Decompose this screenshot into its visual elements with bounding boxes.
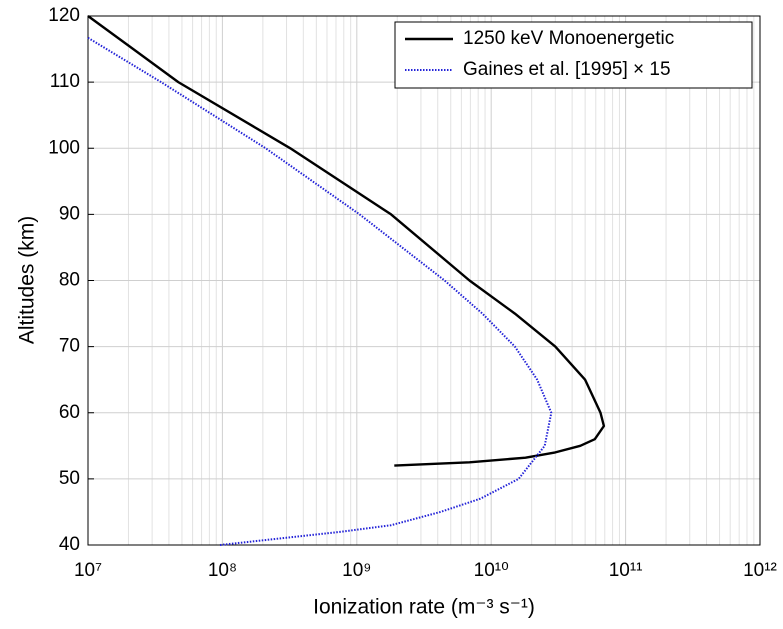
y-tick-label: 110 bbox=[50, 71, 80, 92]
legend: 1250 keV Monoenergetic Gaines et al. [199… bbox=[394, 21, 753, 89]
x-tick-label: 10⁹ bbox=[342, 560, 371, 581]
x-tick-label: 10⁷ bbox=[74, 560, 102, 581]
legend-box bbox=[394, 21, 753, 89]
x-tick-label: 10¹² bbox=[743, 560, 777, 581]
x-tick-label: 10¹¹ bbox=[609, 560, 643, 581]
y-tick-label: 90 bbox=[59, 203, 80, 224]
y-tick-label: 70 bbox=[59, 336, 80, 357]
y-tick-label: 40 bbox=[59, 534, 80, 555]
y-tick-label: 50 bbox=[59, 468, 80, 489]
y-tick-label: 80 bbox=[59, 270, 80, 291]
series-line bbox=[87, 15, 606, 467]
x-tick-label: 10¹⁰ bbox=[474, 560, 509, 581]
x-tick-label: 10⁸ bbox=[208, 560, 237, 581]
y-tick-label: 60 bbox=[59, 402, 80, 423]
y-axis-label: Altitudes (km) bbox=[16, 216, 39, 344]
legend-label: 1250 keV Monoenergetic bbox=[463, 28, 674, 49]
legend-label: Gaines et al. [1995] × 15 bbox=[463, 59, 671, 80]
y-tick-label: 100 bbox=[48, 137, 80, 158]
x-axis-label: Ionization rate (m⁻³ s⁻¹) bbox=[313, 596, 535, 619]
y-tick-label: 120 bbox=[48, 5, 80, 26]
series-line bbox=[87, 36, 553, 546]
plot-frame bbox=[87, 15, 761, 546]
